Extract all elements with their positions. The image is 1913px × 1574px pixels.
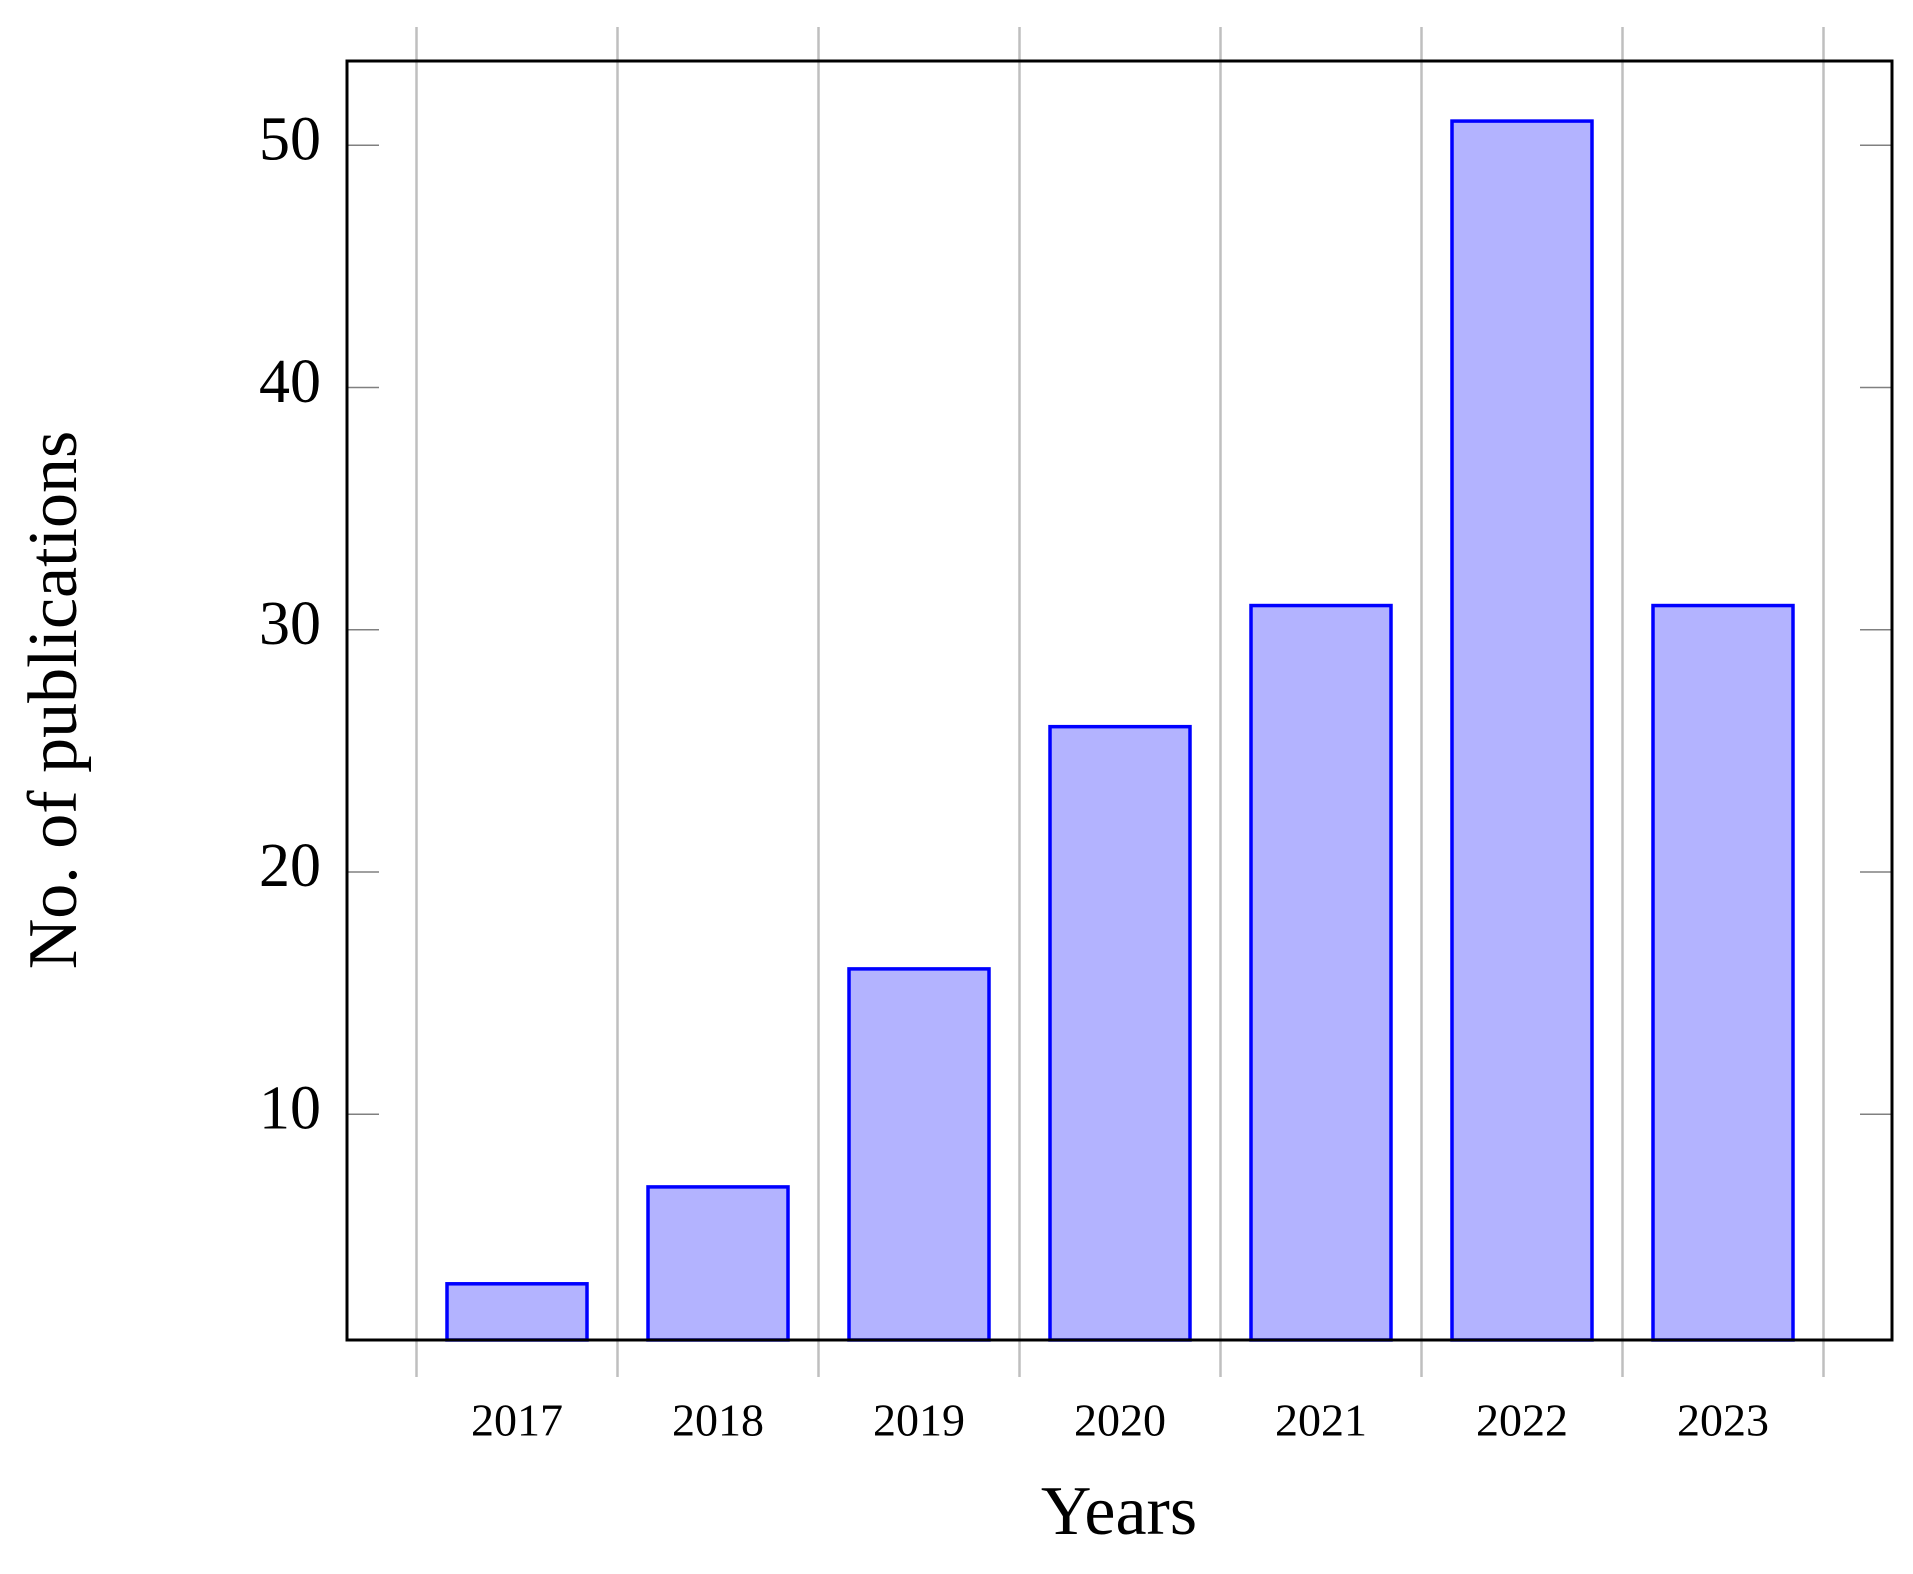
x-tick-label: 2021 (1275, 1395, 1367, 1446)
y-tick-label: 10 (259, 1074, 321, 1142)
bar (646, 1185, 790, 1342)
x-tick-label: 2020 (1074, 1395, 1166, 1446)
plot-frame (345, 59, 1894, 1342)
x-tick-label: 2017 (471, 1395, 563, 1446)
x-tick-label: 2019 (873, 1395, 965, 1446)
bar (847, 967, 991, 1342)
bar (1249, 603, 1393, 1342)
bar (1048, 724, 1192, 1342)
x-tick-label: 2018 (672, 1395, 764, 1446)
x-axis-label: Years (1041, 1473, 1197, 1550)
y-axis-label: No. of publications (15, 431, 92, 970)
y-tick-label: 30 (259, 590, 321, 658)
y-tick-label: 50 (259, 106, 321, 174)
y-tick-label: 40 (259, 348, 321, 416)
bar (1450, 119, 1594, 1342)
x-tick-label: 2022 (1476, 1395, 1568, 1446)
bar (1651, 603, 1795, 1342)
x-tick-label: 2023 (1677, 1395, 1769, 1446)
bar (445, 1282, 589, 1342)
y-tick-label: 20 (259, 832, 321, 900)
